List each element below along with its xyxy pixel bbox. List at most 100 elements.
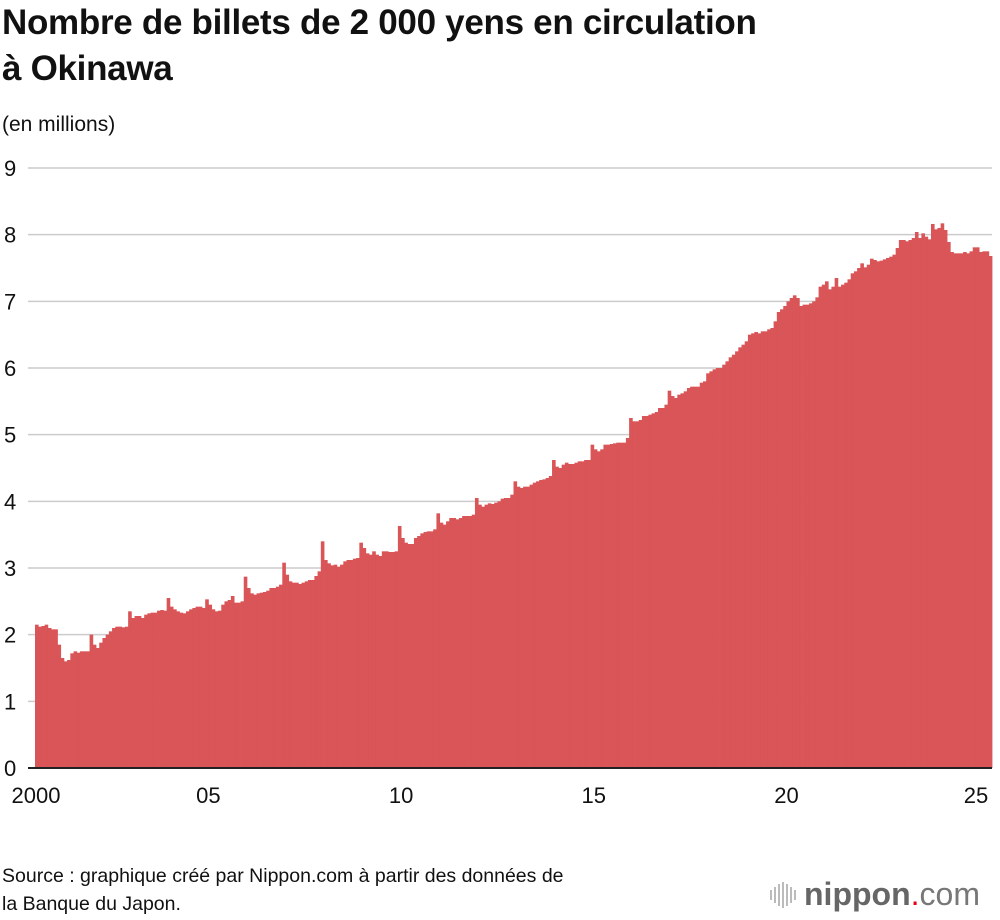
bar bbox=[275, 586, 280, 768]
bar bbox=[635, 421, 640, 768]
bar bbox=[234, 602, 238, 768]
bar bbox=[763, 331, 768, 768]
bar bbox=[253, 594, 257, 768]
bar bbox=[725, 361, 730, 768]
bar bbox=[860, 263, 864, 768]
bar bbox=[343, 561, 347, 768]
bar bbox=[969, 251, 974, 768]
bar bbox=[934, 229, 938, 768]
bar bbox=[799, 306, 803, 768]
bar bbox=[471, 514, 476, 768]
bar bbox=[651, 413, 656, 768]
bar bbox=[690, 386, 694, 768]
bar bbox=[898, 240, 903, 768]
bar bbox=[568, 464, 572, 768]
bar bbox=[654, 412, 659, 768]
bar bbox=[776, 312, 781, 768]
bar bbox=[715, 368, 720, 768]
bar bbox=[349, 560, 354, 768]
bar bbox=[256, 593, 261, 768]
bar bbox=[815, 297, 819, 768]
source-line-1: Source : graphique créé par Nippon.com à… bbox=[2, 865, 564, 887]
bar bbox=[529, 484, 534, 768]
bar bbox=[577, 461, 582, 768]
bar bbox=[324, 560, 328, 768]
bar bbox=[770, 328, 775, 768]
bar bbox=[828, 289, 832, 768]
bar bbox=[886, 258, 890, 768]
bar bbox=[352, 558, 357, 768]
bar bbox=[712, 369, 717, 768]
bar bbox=[118, 626, 123, 768]
bar bbox=[735, 351, 739, 768]
bar bbox=[683, 391, 688, 768]
bar bbox=[433, 529, 437, 768]
bar bbox=[173, 609, 177, 768]
bar bbox=[420, 533, 424, 768]
bar bbox=[340, 564, 344, 768]
bar bbox=[243, 576, 248, 768]
bar bbox=[112, 628, 116, 768]
bar bbox=[102, 638, 107, 768]
bar bbox=[404, 542, 408, 768]
bar bbox=[259, 592, 264, 768]
bar bbox=[51, 629, 55, 768]
bar bbox=[699, 382, 704, 768]
x-tick-labels: 2000 05 10 15 20 25 bbox=[12, 783, 989, 808]
bar bbox=[140, 618, 145, 768]
bar bbox=[484, 504, 489, 768]
bar bbox=[792, 295, 797, 768]
bar bbox=[850, 273, 855, 768]
bar bbox=[606, 444, 611, 768]
bar bbox=[744, 341, 749, 768]
bar bbox=[63, 661, 68, 768]
bar bbox=[908, 240, 913, 768]
bar bbox=[304, 581, 309, 768]
bar bbox=[195, 606, 200, 768]
bar bbox=[760, 331, 765, 768]
bar bbox=[227, 600, 232, 768]
bar bbox=[430, 531, 434, 768]
bar bbox=[185, 611, 190, 768]
bar bbox=[266, 590, 270, 768]
bar bbox=[99, 642, 103, 768]
bar bbox=[89, 634, 94, 768]
bar bbox=[597, 451, 601, 768]
bar bbox=[439, 522, 444, 768]
bar bbox=[478, 504, 482, 768]
bar bbox=[722, 364, 726, 768]
bar bbox=[706, 373, 710, 768]
bar bbox=[667, 390, 672, 768]
bar bbox=[629, 418, 633, 768]
bar bbox=[365, 553, 370, 768]
bar bbox=[446, 521, 450, 768]
y-tick-label: 5 bbox=[4, 423, 16, 448]
bar bbox=[35, 624, 39, 768]
bar bbox=[124, 626, 129, 768]
chart-plot: 0 1 2 3 4 5 6 7 8 9 2000 05 10 15 20 25 bbox=[4, 156, 993, 808]
y-tick-label: 2 bbox=[4, 623, 16, 648]
bar bbox=[246, 588, 251, 768]
bar bbox=[625, 438, 630, 768]
bar bbox=[436, 513, 441, 768]
bar bbox=[975, 247, 980, 768]
bar bbox=[70, 653, 74, 768]
bar bbox=[372, 551, 376, 768]
bar bbox=[134, 616, 139, 768]
bar bbox=[728, 357, 733, 768]
logo-waveform-icon bbox=[770, 881, 796, 908]
bar bbox=[927, 239, 932, 768]
bar bbox=[507, 498, 511, 768]
bar bbox=[157, 610, 161, 768]
bar bbox=[911, 238, 916, 768]
bar bbox=[812, 301, 816, 768]
bar bbox=[356, 558, 360, 768]
bar bbox=[272, 588, 277, 768]
bar bbox=[818, 286, 823, 768]
bar bbox=[641, 416, 646, 768]
bar bbox=[327, 563, 331, 768]
bar bbox=[754, 332, 758, 768]
bar bbox=[693, 386, 697, 768]
bar bbox=[580, 461, 585, 768]
x-tick-label: 15 bbox=[582, 783, 606, 808]
